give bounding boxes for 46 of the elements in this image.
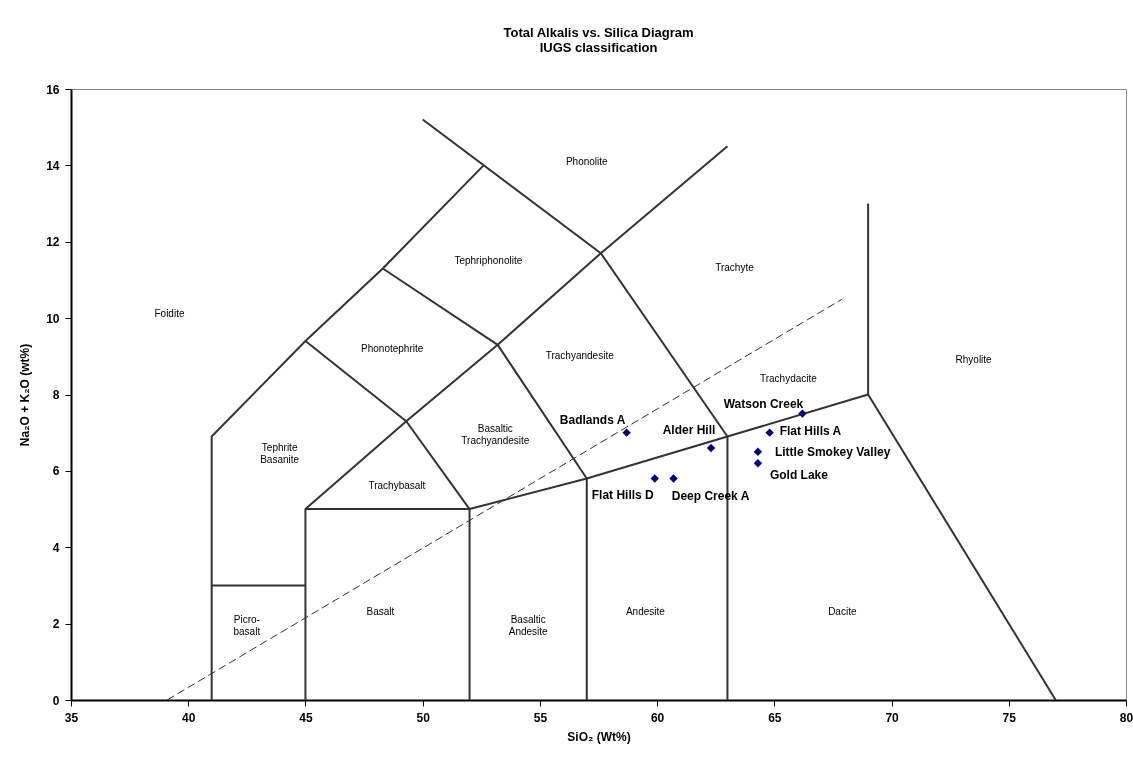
annotation: Andesite (625, 606, 666, 618)
annotation: Gold Lake (769, 468, 829, 483)
y-axis-title: Na₂O + K₂O (wt%) (18, 343, 33, 447)
x-axis-title: SiO₂ (Wt%) (567, 729, 631, 744)
annotation: Picro- basalt (233, 613, 261, 637)
y-tick-label: 0 (52, 693, 60, 708)
y-tick-label: 8 (52, 388, 60, 402)
x-tick-label: 70 (885, 710, 900, 725)
x-tick-label: 75 (1002, 710, 1017, 725)
y-tick-label: 14 (46, 158, 60, 173)
annotation: Flat Hills A (779, 423, 842, 438)
annotation: Basaltic Trachyandesite (461, 422, 530, 446)
chart-title: Total Alkalis vs. Silica Diagram (503, 25, 694, 40)
annotation: Trachyte (715, 262, 755, 274)
x-tick-label: 80 (1119, 710, 1133, 725)
annotation: Basalt (366, 606, 395, 618)
x-tick-label: 35 (64, 710, 79, 725)
annotation: Trachybasalt (368, 480, 426, 492)
x-tick-label: 45 (299, 710, 313, 725)
annotation: Alder Hill (662, 422, 716, 437)
annotation: Foidite (154, 308, 185, 320)
annotation: Badlands A (559, 412, 626, 427)
y-tick-label: 4 (52, 540, 60, 555)
x-tick-label: 50 (416, 710, 431, 725)
x-tick-label: 65 (768, 710, 782, 725)
annotation: Trachyandesite (545, 350, 615, 362)
annotation: Basaltic Andesite (508, 613, 549, 637)
x-tick-label: 55 (533, 710, 548, 725)
x-tick-label: 40 (182, 710, 196, 725)
y-tick-label: 16 (46, 82, 60, 97)
annotation: Tephriphonolite (454, 254, 523, 266)
y-tick-label: 12 (46, 235, 60, 250)
chart-subtitle: IUGS classification (539, 40, 658, 55)
annotation: Trachydacite (759, 373, 818, 385)
annotation: Little Smokey Valley (774, 444, 891, 459)
y-tick-label: 6 (52, 464, 60, 479)
annotation: Dacite (828, 606, 857, 618)
annotation: Tephrite Basanite (260, 441, 300, 465)
annotation: Rhyolite (955, 354, 993, 366)
y-tick-label: 2 (52, 617, 60, 632)
annotation: Flat Hills D (591, 487, 655, 502)
annotation: Phonotephrite (361, 342, 424, 354)
annotation: Phonolite (565, 155, 609, 167)
x-tick-label: 60 (650, 710, 665, 725)
annotation: Watson Creek (723, 396, 804, 411)
y-tick-label: 10 (46, 311, 60, 326)
